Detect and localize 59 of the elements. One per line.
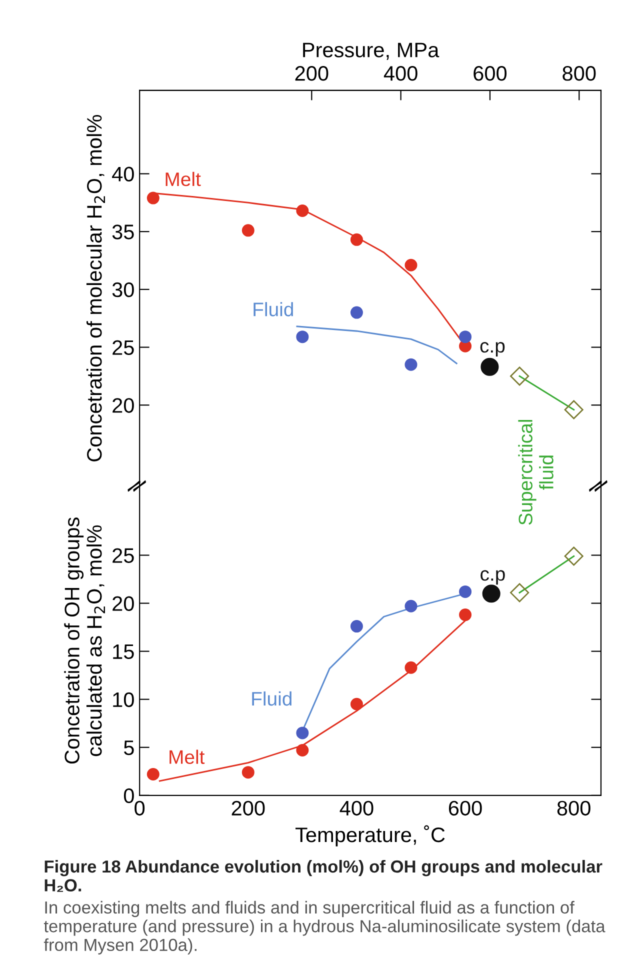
point [404, 600, 418, 612]
point [350, 306, 363, 319]
point [404, 661, 418, 674]
point [242, 224, 254, 237]
y-tick-label: 0 [124, 788, 134, 804]
point [510, 583, 530, 602]
y-tick-label: 25 [112, 340, 134, 355]
x-tick-label: 600 [448, 800, 482, 816]
y-tick-label: 25 [112, 548, 134, 563]
point [510, 366, 530, 386]
point [296, 204, 309, 218]
point [564, 400, 584, 420]
point [482, 584, 500, 603]
point [350, 233, 363, 246]
x2-axis-title: Pressure, MPa [303, 42, 440, 60]
y-tick-label: 10 [113, 692, 134, 708]
x-tick-label: 800 [557, 800, 590, 816]
y-tick-label: 30 [112, 282, 134, 298]
y-tick-label: 15 [113, 644, 134, 660]
point [459, 608, 472, 622]
x2-tick-label: 400 [384, 66, 418, 81]
y-tick-label: 35 [112, 224, 134, 240]
x-tick-label: 200 [232, 800, 265, 816]
point [296, 726, 309, 740]
x2-tick-label: 200 [295, 66, 328, 81]
point [459, 585, 472, 598]
y-tick-label: 20 [112, 596, 134, 612]
x2-tick-label: 600 [474, 66, 507, 81]
y-tick-label: 5 [124, 740, 134, 756]
point [350, 620, 363, 633]
series-label: Fluid [252, 691, 292, 706]
x-tick-label: 0 [134, 800, 145, 816]
series-label: c.p [480, 570, 505, 585]
point [296, 330, 309, 344]
x2-tick-label: 800 [562, 66, 596, 81]
y-tick-label: 20 [112, 398, 134, 413]
x-axis-title: Temperature, ˚C [296, 825, 445, 846]
point [459, 330, 472, 344]
text: In coexisting melts and fluids and in supercritical fluid as a function of temperature (and pressure) in a hydrous Na-aluminosilicate system (data from Mysen 2010a). [44, 900, 606, 954]
line-series [296, 326, 458, 364]
series-label: c.p [480, 342, 505, 357]
point [350, 698, 363, 710]
caption: Figure 18 Abundance evolution (mol%) of OH groups and molecular H₂O. [44, 860, 602, 892]
point [404, 358, 418, 371]
point [296, 744, 309, 756]
point [146, 768, 160, 781]
series-label: Melt [166, 172, 201, 186]
x-tick-label: 400 [340, 800, 374, 816]
point [146, 192, 160, 204]
point [404, 258, 418, 272]
point [480, 358, 499, 376]
series-label: Fluid [254, 302, 293, 316]
y-axis-title: Concetration of OH groups calculated as H$_{2}$O, mol% [64, 518, 105, 764]
point [242, 766, 254, 779]
point [564, 546, 584, 566]
y-tick-label: 40 [112, 166, 134, 182]
y-axis-title: Concetration of molecular H$_{2}$O, mol% [86, 115, 105, 462]
text: Supercritical fluid [518, 420, 554, 525]
series-label: Melt [170, 750, 205, 764]
